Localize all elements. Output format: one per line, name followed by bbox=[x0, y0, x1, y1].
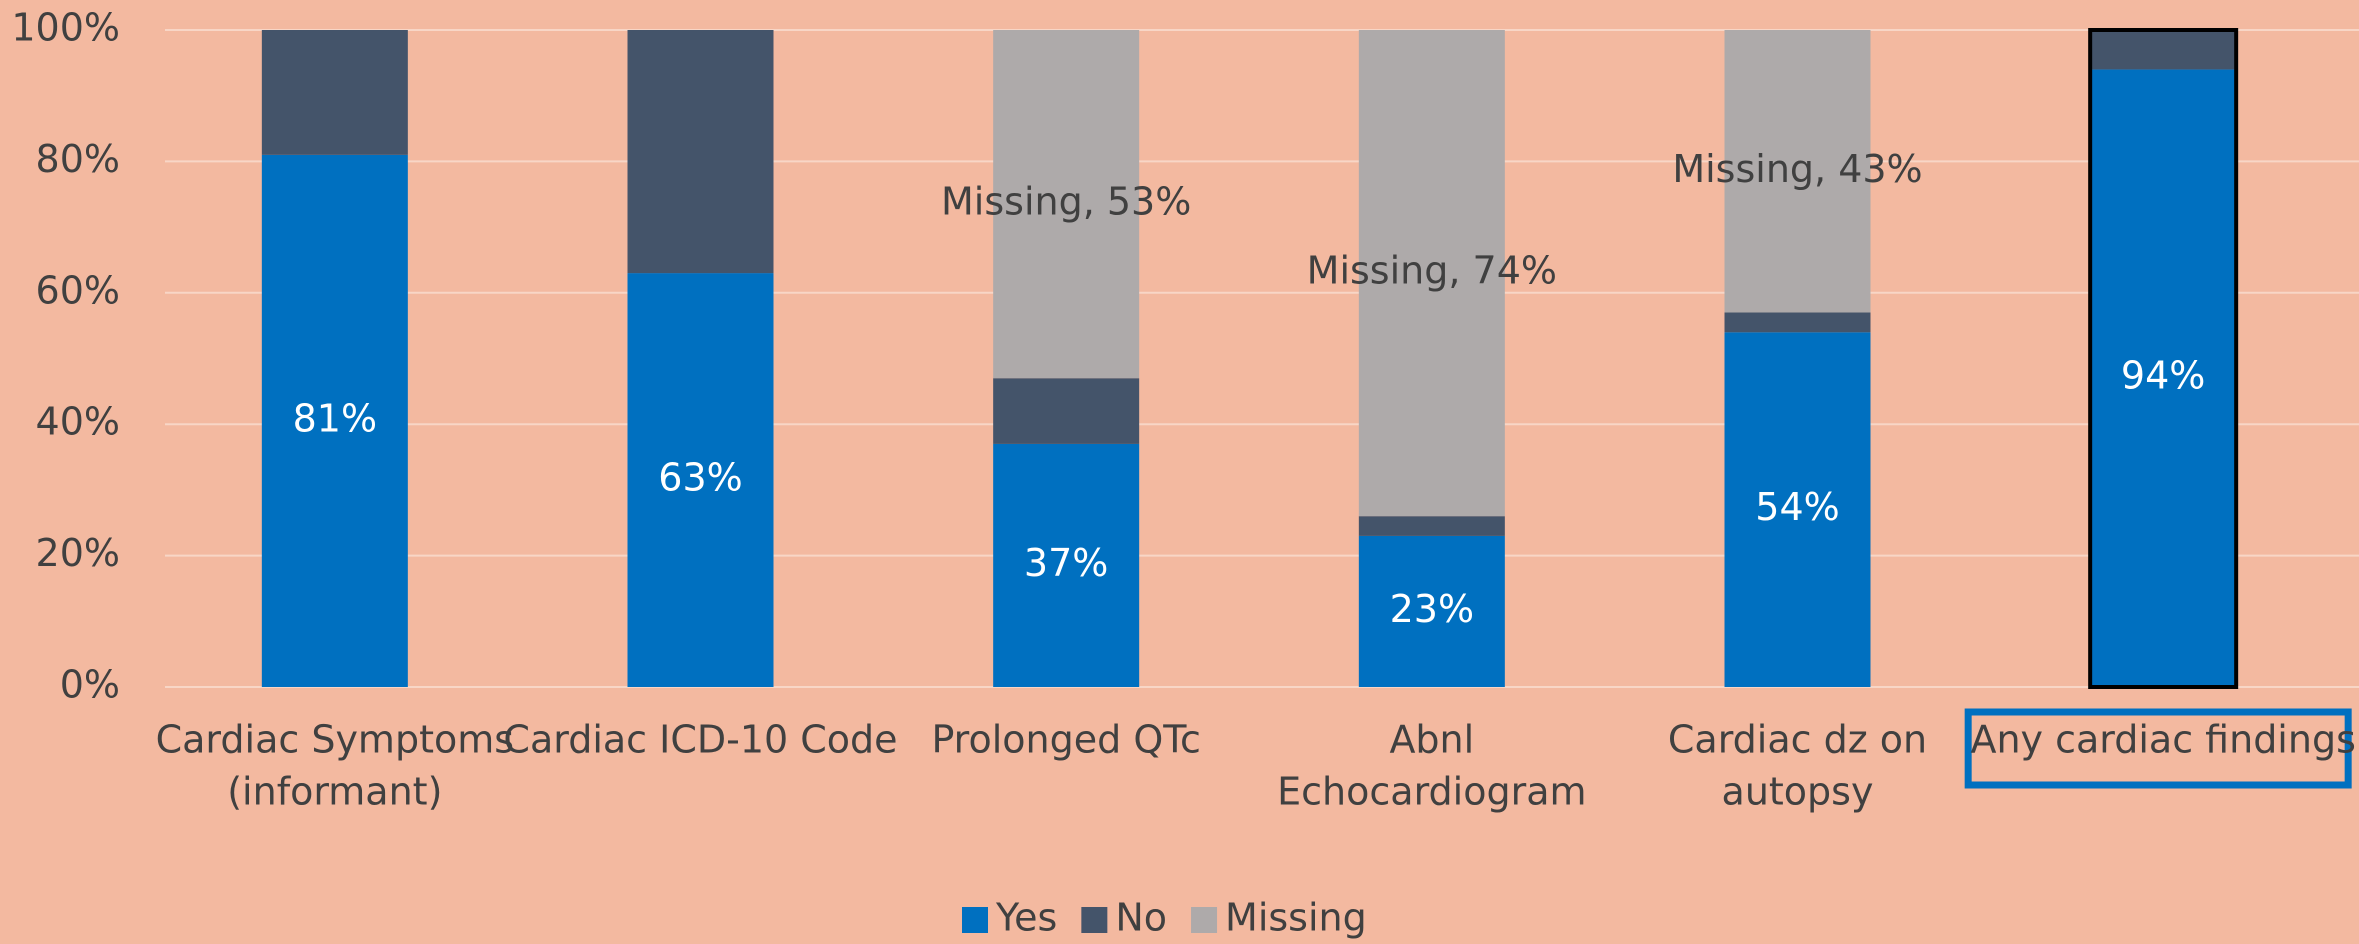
y-tick-label: 20% bbox=[36, 531, 120, 575]
bar-segment bbox=[993, 443, 1140, 687]
y-tick-label: 40% bbox=[36, 400, 120, 444]
y-tick-label: 60% bbox=[36, 268, 120, 312]
data-label: 54% bbox=[1755, 485, 1839, 529]
legend-swatch bbox=[962, 907, 988, 933]
bar-segment bbox=[1358, 535, 1505, 687]
x-tick-label: autopsy bbox=[1722, 770, 1874, 814]
x-tick-label: Cardiac dz on bbox=[1668, 718, 1927, 762]
legend-label: Yes bbox=[995, 896, 1057, 940]
bar-segment bbox=[1358, 30, 1505, 517]
x-tick-label: (informant) bbox=[227, 770, 442, 814]
data-label: 23% bbox=[1390, 587, 1474, 631]
x-tick-label: Cardiac ICD-10 Code bbox=[503, 718, 897, 762]
bar-segment bbox=[627, 273, 774, 687]
legend-swatch bbox=[1081, 907, 1108, 933]
bar-segment bbox=[2090, 69, 2237, 688]
bar-outline bbox=[2088, 28, 2239, 689]
bar-segment bbox=[627, 30, 774, 274]
data-label: 94% bbox=[2121, 354, 2205, 398]
bar-segment bbox=[1724, 312, 1871, 333]
data-label: 81% bbox=[293, 396, 377, 440]
bar-segment bbox=[1724, 30, 1871, 313]
data-label: Missing, 53% bbox=[941, 180, 1191, 224]
x-tick-label: Echocardiogram bbox=[1277, 770, 1586, 814]
legend-swatch bbox=[1191, 907, 1218, 933]
bar-segment bbox=[1358, 516, 1505, 536]
label-highlight bbox=[1964, 708, 2352, 789]
data-label: Missing, 74% bbox=[1307, 249, 1557, 293]
x-tick-label: Any cardiac findings bbox=[1970, 718, 2355, 762]
legend-label: Missing bbox=[1225, 896, 1367, 940]
bar-segment bbox=[993, 378, 1140, 444]
data-label: Missing, 43% bbox=[1672, 147, 1922, 191]
legend-label: No bbox=[1115, 896, 1167, 940]
y-tick-label: 100% bbox=[11, 6, 120, 50]
data-label: 37% bbox=[1024, 541, 1108, 585]
y-tick-label: 0% bbox=[60, 663, 120, 707]
bar-segment bbox=[2090, 30, 2237, 70]
bar-segment bbox=[993, 30, 1140, 379]
bar-segment bbox=[261, 30, 408, 155]
y-tick-label: 80% bbox=[36, 137, 120, 181]
x-tick-label: Cardiac Symptoms bbox=[156, 718, 514, 762]
bar-segment bbox=[1724, 332, 1871, 687]
data-label: 63% bbox=[658, 456, 742, 500]
bar-segment bbox=[261, 154, 408, 687]
x-tick-label: Abnl bbox=[1389, 718, 1474, 762]
x-tick-label: Prolonged QTc bbox=[931, 718, 1200, 762]
